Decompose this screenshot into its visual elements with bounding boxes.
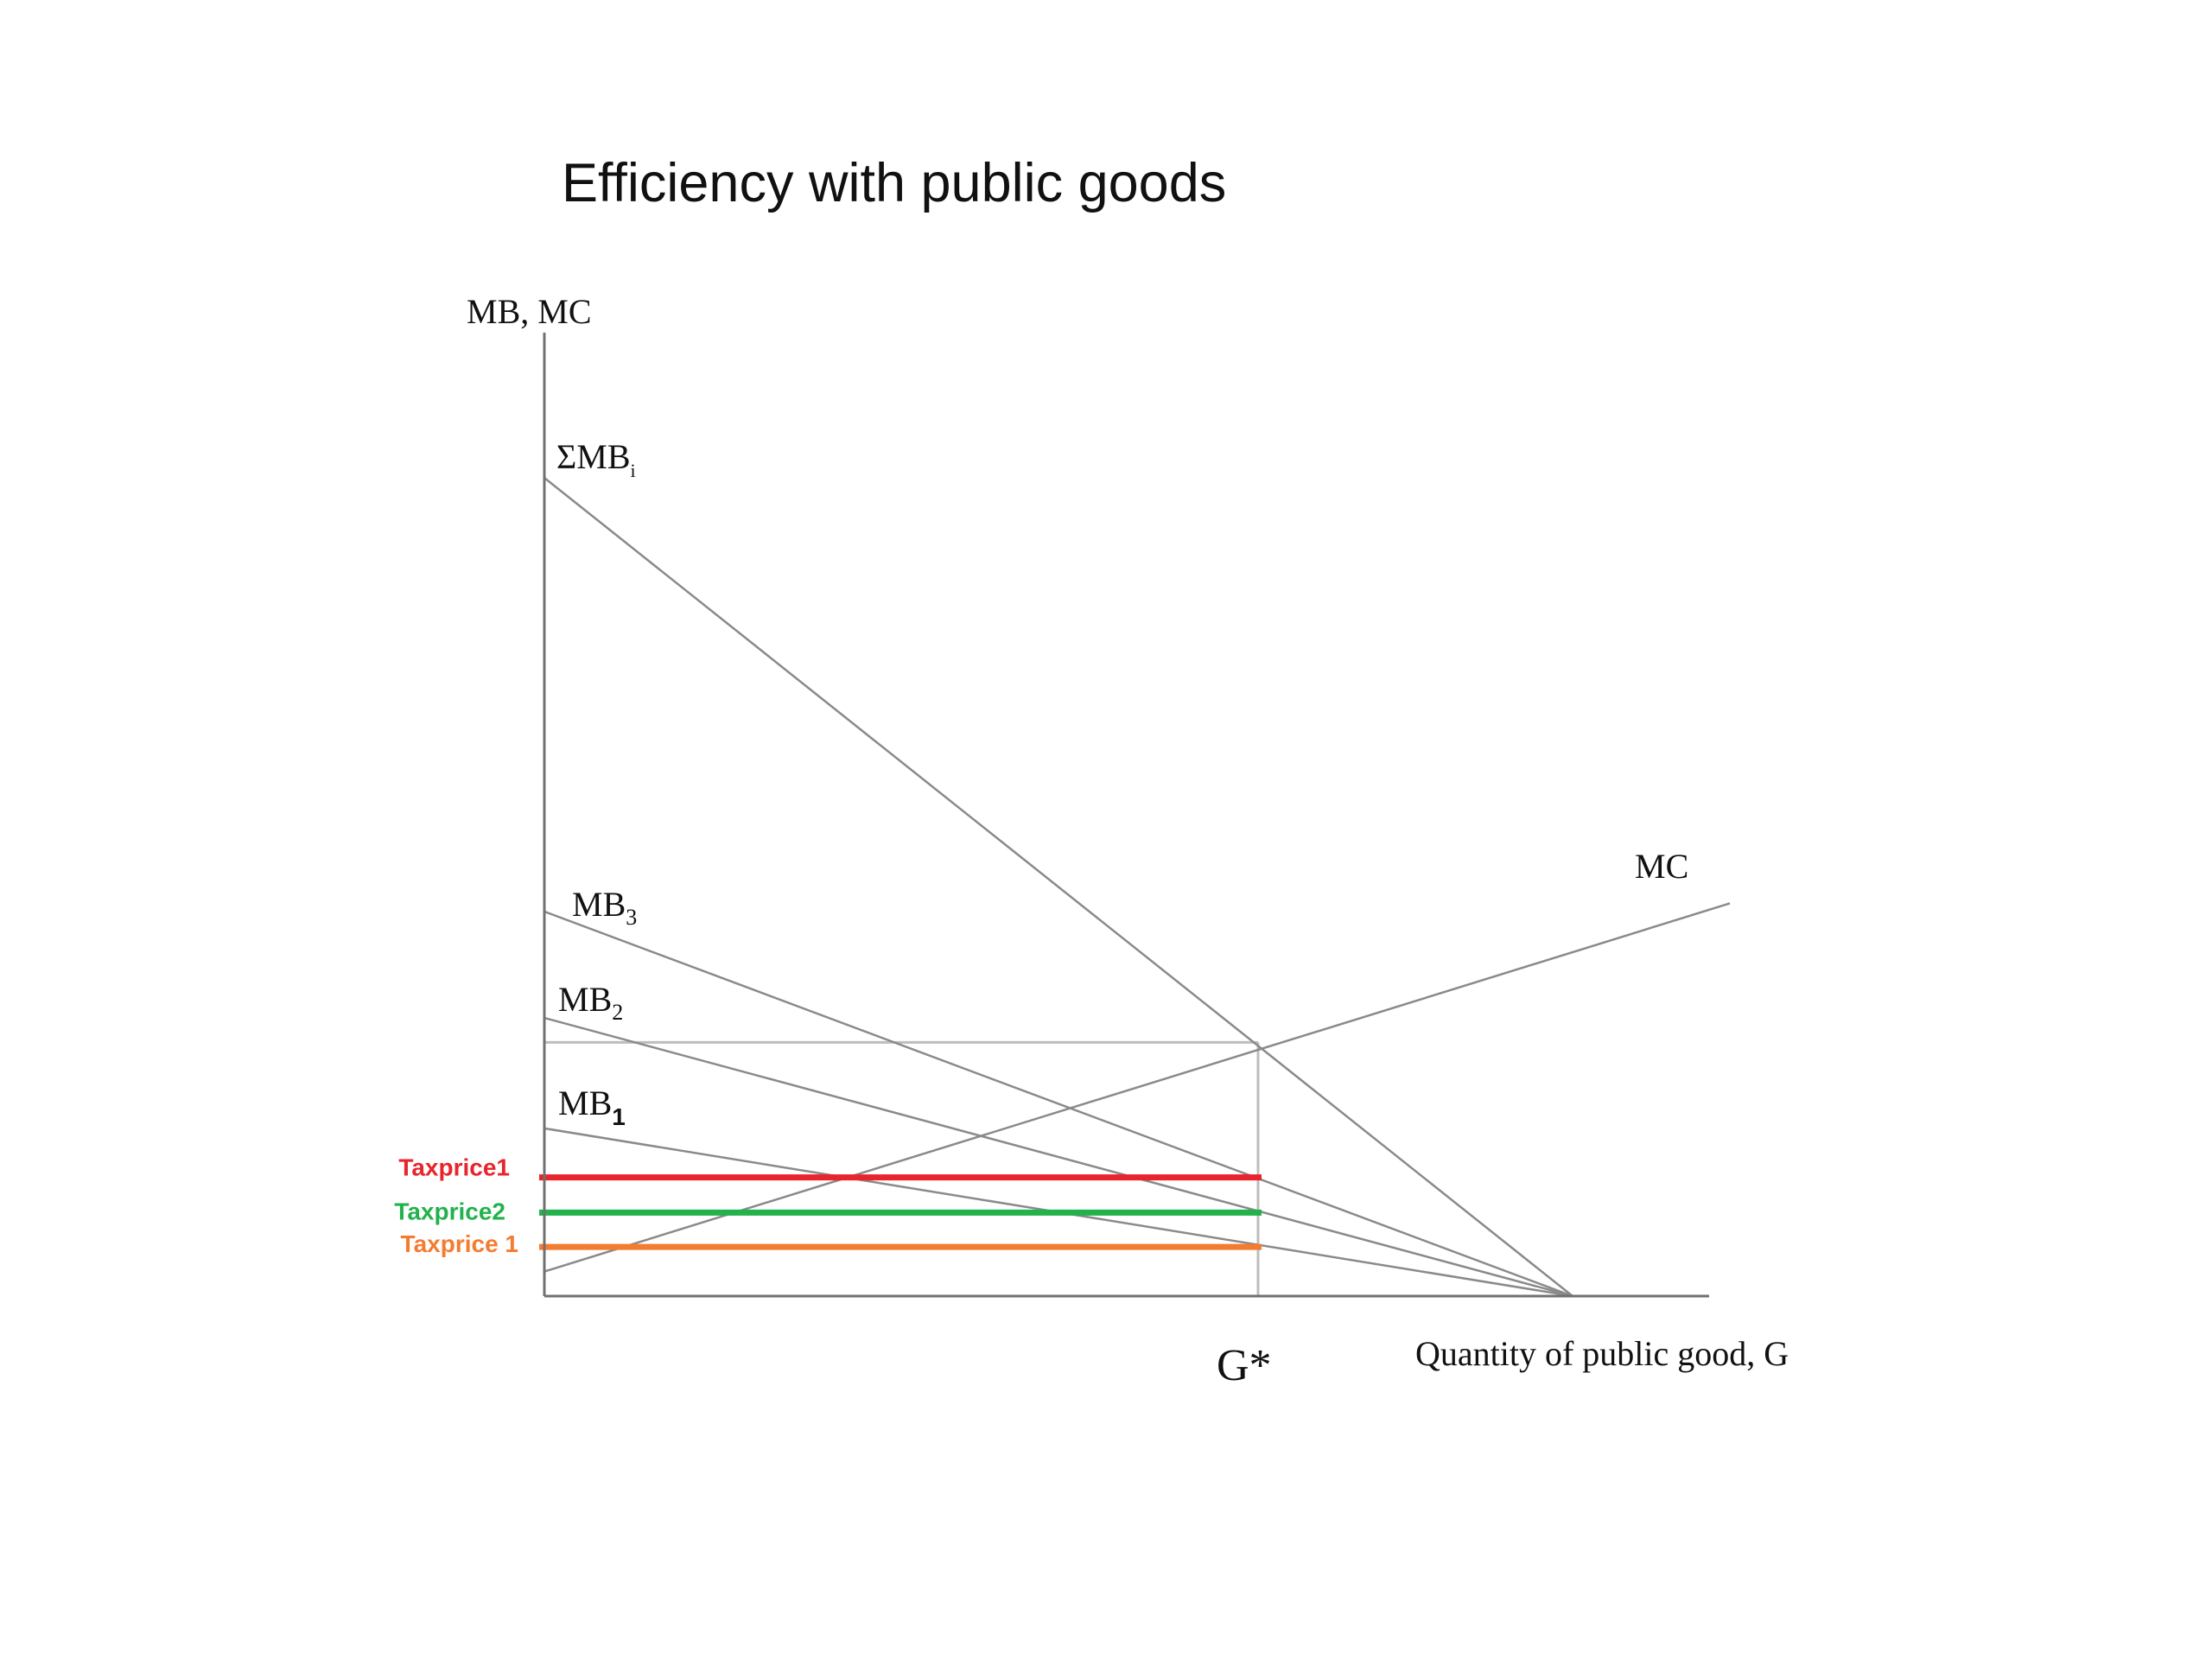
tax-price-lines xyxy=(539,1174,1262,1250)
mb3-label: MB3 xyxy=(572,885,637,930)
mc-label: MC xyxy=(1635,847,1688,886)
axes xyxy=(543,333,1709,1298)
x-axis-label: Quantity of public good, G xyxy=(1415,1334,1789,1373)
mb3-curve xyxy=(543,910,1573,1298)
taxprice2-label: Taxprice2 xyxy=(394,1198,505,1224)
labels: MB, MC Quantity of public good, G G* ΣMBi MB… xyxy=(394,292,1789,1390)
sum-mb-curve xyxy=(543,477,1573,1297)
taxprice-1-label: Taxprice 1 xyxy=(401,1230,518,1257)
sum-mb-label: ΣMBi xyxy=(556,437,636,481)
mb1-label: MB1 xyxy=(558,1084,626,1130)
guide-lines xyxy=(544,1040,1260,1296)
mb2-curve xyxy=(543,1016,1573,1298)
y-axis-label: MB, MC xyxy=(467,292,592,331)
g-star-label: G* xyxy=(1217,1341,1272,1390)
mc-curve xyxy=(543,902,1731,1273)
slide-title: Efficiency with public goods xyxy=(562,153,1227,213)
curves xyxy=(543,477,1731,1298)
mb2-label: MB2 xyxy=(558,980,623,1025)
taxprice1-label: Taxprice1 xyxy=(398,1154,510,1181)
